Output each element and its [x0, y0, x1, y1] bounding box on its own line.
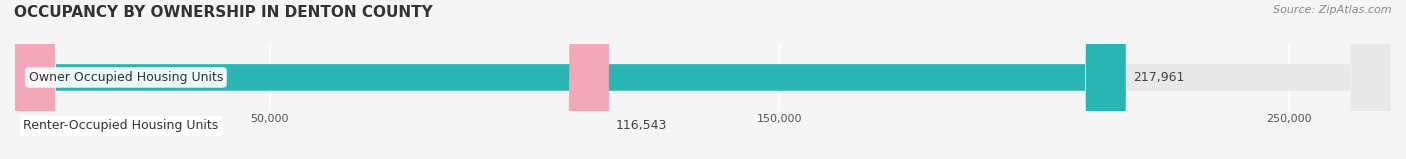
Text: 116,543: 116,543 [616, 119, 668, 132]
FancyBboxPatch shape [15, 0, 1391, 159]
Text: Renter-Occupied Housing Units: Renter-Occupied Housing Units [24, 119, 219, 132]
Text: Source: ZipAtlas.com: Source: ZipAtlas.com [1274, 5, 1392, 15]
Text: 217,961: 217,961 [1133, 71, 1184, 84]
Text: OCCUPANCY BY OWNERSHIP IN DENTON COUNTY: OCCUPANCY BY OWNERSHIP IN DENTON COUNTY [14, 5, 433, 20]
FancyBboxPatch shape [15, 0, 1126, 159]
FancyBboxPatch shape [15, 0, 609, 159]
Text: Owner Occupied Housing Units: Owner Occupied Housing Units [28, 71, 224, 84]
FancyBboxPatch shape [15, 0, 1391, 159]
